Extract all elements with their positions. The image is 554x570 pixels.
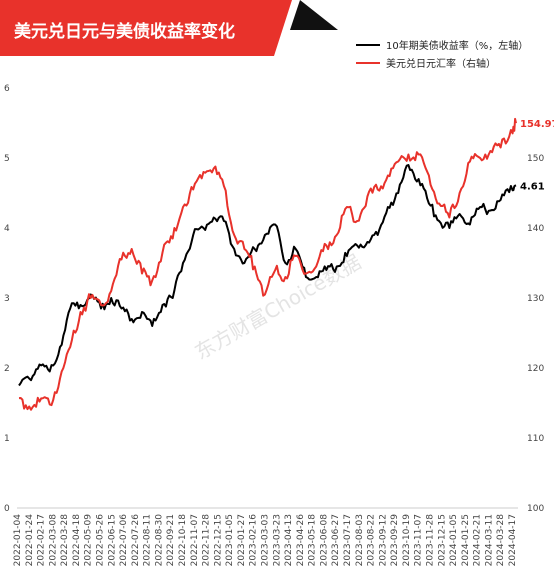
end-label-us10y: 4.61: [520, 181, 545, 192]
x-tick-label: 2022-02-17: [37, 514, 47, 566]
x-tick-label: 2022-07-26: [131, 514, 141, 567]
x-tick-label: 2024-01-25: [461, 514, 471, 566]
title-band-black-accent: [290, 0, 338, 30]
x-tick-label: 2022-07-06: [119, 514, 129, 567]
x-tick-label: 2022-08-11: [143, 514, 153, 566]
series-line-usdjpy: [18, 117, 517, 411]
legend-label-usdjpy: 美元兑日元汇率（右轴）: [386, 57, 496, 70]
x-tick-label: 2023-10-19: [402, 514, 412, 567]
title-band: 美元兑日元与美债收益率变化: [0, 0, 338, 56]
x-tick-label: 2022-12-15: [213, 514, 223, 566]
y-left-tick-label: 6: [4, 84, 10, 94]
x-tick-label: 2023-11-28: [426, 514, 436, 567]
y-left-tick-label: 2: [4, 364, 10, 374]
x-tick-label: 2022-09-21: [166, 514, 176, 566]
x-tick-label: 2022-05-09: [84, 514, 94, 567]
x-tick-label: 2022-01-04: [13, 514, 23, 567]
x-tick-label: 2023-02-16: [249, 514, 259, 567]
x-tick-label: 2023-04-13: [284, 514, 294, 566]
y-right-tick-label: 100: [527, 504, 544, 514]
x-tick-label: 2023-09-29: [390, 514, 400, 567]
x-tick-label: 2023-01-05: [225, 514, 235, 566]
x-tick-label: 2024-01-05: [449, 514, 459, 566]
legend: 10年期美债收益率（%，左轴） 美元兑日元汇率（右轴）: [356, 39, 528, 70]
y-right-tick-label: 130: [527, 294, 544, 304]
x-tick-label: 2023-09-12: [378, 514, 388, 566]
x-tick-label: 2023-03-23: [272, 514, 282, 566]
y-left-tick-label: 3: [4, 294, 10, 304]
x-tick-label: 2024-04-17: [508, 514, 518, 566]
x-tick-label: 2022-10-18: [178, 514, 188, 567]
x-tick-label: 2023-01-27: [237, 514, 247, 566]
x-tick-label: 2023-07-17: [343, 514, 353, 566]
x-tick-label: 2023-08-22: [367, 514, 377, 566]
legend-label-us10y: 10年期美债收益率（%，左轴）: [386, 39, 528, 52]
x-tick-label: 2023-11-07: [414, 514, 424, 566]
y-right-tick-label: 150: [527, 154, 544, 164]
x-tick-label: 2024-02-21: [473, 514, 483, 566]
x-tick-label: 2023-04-26: [296, 514, 306, 567]
y-left-tick-label: 5: [4, 154, 10, 164]
x-tick-label: 2022-03-08: [48, 514, 58, 567]
y-left-tick-label: 4: [4, 224, 10, 234]
chart-title: 美元兑日元与美债收益率变化: [14, 21, 235, 42]
y-right-tick-label: 110: [527, 434, 544, 444]
x-tick-label: 2022-03-28: [60, 514, 70, 567]
x-tick-label: 2023-12-15: [437, 514, 447, 566]
x-tick-label: 2023-03-03: [261, 514, 271, 566]
x-tick-label: 2023-05-18: [308, 514, 318, 567]
series-lines: [18, 117, 517, 411]
x-tick-label: 2023-08-03: [355, 514, 365, 566]
end-label-usdjpy: 154.97: [520, 119, 554, 130]
x-tick-label: 2022-11-07: [190, 514, 200, 566]
x-tick-label: 2022-06-15: [107, 514, 117, 566]
x-tick-label: 2023-06-08: [319, 514, 329, 567]
title-band-red: [0, 0, 292, 56]
x-tick-label: 2022-08-30: [154, 514, 164, 567]
y-left-tick-label: 1: [4, 434, 10, 444]
x-tick-label: 2022-04-18: [72, 514, 82, 567]
x-tick-label: 2024-03-28: [496, 514, 506, 567]
series-line-us10y: [18, 164, 517, 387]
x-tick-label: 2022-11-28: [202, 514, 212, 567]
end-labels: 4.61 154.97: [520, 119, 554, 192]
x-tick-label: 2024-03-11: [484, 514, 494, 566]
x-tick-label: 2022-05-26: [96, 514, 106, 567]
y-right-tick-label: 140: [527, 224, 544, 234]
y-right-tick-label: 120: [527, 364, 544, 374]
y-left-tick-label: 0: [4, 504, 10, 514]
x-tick-label: 2022-01-24: [25, 514, 35, 567]
x-tick-label: 2023-06-27: [331, 514, 341, 566]
